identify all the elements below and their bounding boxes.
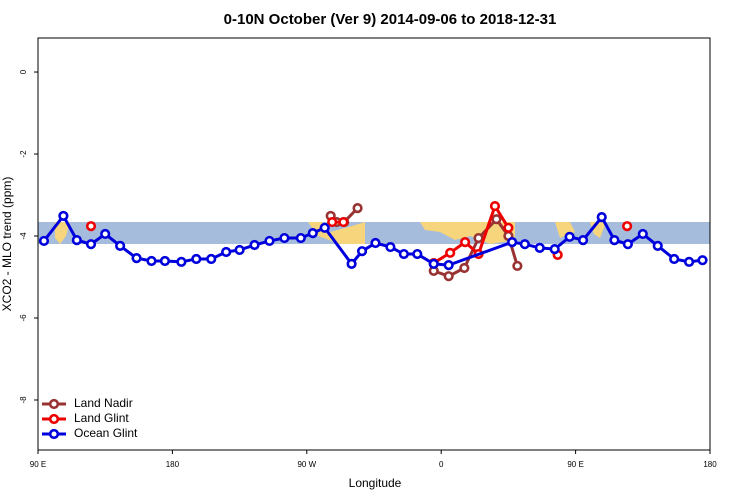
point: [100, 228, 111, 240]
x-tick-label: 90 W: [297, 460, 316, 469]
x-tick-label: 180: [703, 460, 717, 469]
point: [445, 247, 456, 258]
point: [512, 260, 523, 272]
legend-label: Ocean Glint: [74, 426, 138, 440]
point: [398, 248, 409, 260]
y-tick-label: -6: [19, 314, 28, 322]
point: [38, 235, 50, 247]
x-tick-label: 0: [439, 460, 444, 469]
point: [473, 232, 484, 244]
point: [58, 210, 69, 222]
point: [697, 255, 708, 266]
point: [352, 203, 363, 214]
point: [669, 253, 680, 265]
point: [564, 231, 575, 242]
map-strip: [38, 222, 710, 244]
x-axis-label: Longitude: [349, 476, 402, 490]
point: [622, 221, 633, 232]
point: [249, 239, 260, 251]
point: [637, 228, 648, 240]
point: [443, 271, 454, 282]
point: [683, 256, 695, 267]
y-axis-label: XCO2 - MLO trend (ppm): [0, 177, 14, 312]
point: [412, 248, 423, 260]
point: [131, 253, 142, 264]
point: [71, 235, 82, 246]
point: [489, 200, 501, 212]
point: [279, 232, 290, 244]
point: [596, 212, 607, 223]
point: [346, 258, 357, 269]
legend-label: Land Nadir: [74, 396, 133, 410]
point: [264, 235, 275, 247]
x-tick-label: 90 E: [30, 460, 46, 469]
point: [234, 244, 245, 256]
chart-title: 0-10N October (Ver 9) 2014-09-06 to 2018…: [224, 11, 557, 28]
point: [622, 239, 633, 250]
point: [146, 255, 157, 267]
point: [115, 240, 126, 251]
point: [503, 222, 514, 233]
plot-frame: [37, 37, 711, 451]
legend-label: Land Glint: [74, 411, 129, 425]
point: [443, 260, 454, 271]
point: [191, 253, 202, 265]
y-tick-label: -4: [19, 232, 28, 240]
point: [459, 262, 470, 274]
point: [577, 235, 589, 246]
point: [534, 242, 545, 253]
y-tick-label: -2: [19, 150, 28, 158]
point: [519, 239, 530, 250]
point: [307, 228, 318, 239]
x-tick-label: 180: [166, 460, 180, 469]
point: [652, 240, 663, 251]
point: [428, 258, 439, 269]
point: [176, 256, 187, 267]
point: [491, 214, 502, 225]
point: [85, 239, 97, 250]
point: [549, 244, 560, 255]
legend-marker: [48, 428, 60, 440]
y-tick-label: -8: [19, 396, 28, 404]
point: [609, 235, 620, 246]
x-tick-label: 90 E: [567, 460, 583, 469]
point: [319, 222, 330, 233]
point: [295, 232, 306, 244]
legend-marker: [48, 398, 60, 410]
point: [459, 237, 471, 248]
point: [356, 246, 368, 257]
point: [370, 237, 381, 249]
point: [338, 216, 349, 228]
point: [85, 221, 97, 232]
point: [507, 237, 518, 248]
legend-marker: [48, 413, 60, 425]
point: [159, 255, 171, 267]
point: [327, 216, 338, 228]
point: [221, 246, 232, 258]
y-tick-label: 0: [19, 69, 28, 74]
point: [206, 253, 217, 265]
point: [385, 241, 396, 253]
